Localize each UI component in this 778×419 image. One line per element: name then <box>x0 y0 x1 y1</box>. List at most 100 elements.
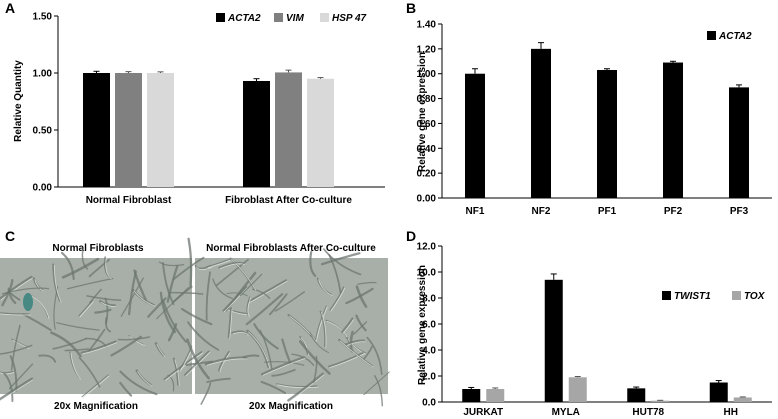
cell-highlight <box>174 359 180 387</box>
cell-shape <box>212 278 233 300</box>
cell-shape <box>50 331 82 358</box>
cell-highlight <box>82 342 118 355</box>
y-tick-label: 1.20 <box>417 44 437 55</box>
micrograph-panel: Normal Fibroblasts Normal Fibroblasts Af… <box>0 237 390 412</box>
cell-highlight <box>12 339 30 349</box>
cell-shape <box>80 340 117 354</box>
y-tick-label: 6.0 <box>422 320 436 331</box>
cell-shape <box>309 251 317 277</box>
y-tick-label: 0.60 <box>417 119 437 130</box>
cell-shape <box>215 258 249 287</box>
cell-shape <box>120 277 144 317</box>
cell-shape <box>366 336 383 376</box>
cell-shape <box>22 313 52 331</box>
cell-highlight <box>339 340 374 368</box>
cell-shape <box>206 258 231 268</box>
category-label: PF1 <box>598 206 617 217</box>
cell-shape <box>355 285 368 308</box>
cell-shape <box>52 263 61 302</box>
cell-highlight <box>247 297 252 318</box>
chart-b: 0.00 0.20 0.40 0.60 0.80 1.00 1.20 1.40 Relative… <box>417 20 772 217</box>
panel-letter-d: D <box>406 228 416 244</box>
cell-shape <box>248 279 287 303</box>
bar <box>462 389 481 402</box>
cell-shape <box>187 321 220 351</box>
bar <box>709 382 728 402</box>
y-axis-label: Relative gene expression <box>417 52 428 172</box>
cell-shape <box>218 350 230 372</box>
cell-shape <box>81 374 109 398</box>
bar <box>663 62 683 199</box>
cell-highlight <box>342 319 354 334</box>
cell-highlight <box>262 358 306 376</box>
cell-highlight <box>277 384 319 388</box>
cell-highlight <box>227 309 249 316</box>
cell-shape <box>245 293 284 326</box>
cell-highlight <box>346 341 366 346</box>
legend-label: ACTA2 <box>718 31 752 42</box>
cell-shape <box>162 299 188 343</box>
y-tick-label: 0.00 <box>33 183 53 194</box>
cell-highlight <box>329 353 365 368</box>
bar <box>465 73 485 198</box>
cell-highlight <box>318 279 333 296</box>
bar <box>486 389 505 402</box>
cell-highlight <box>206 358 248 366</box>
legend-swatch <box>662 291 671 300</box>
cell-shape <box>329 286 345 311</box>
legend-label: TOX <box>744 291 766 302</box>
micrograph-left <box>0 258 192 394</box>
micrograph-right-caption: 20x Magnification <box>249 401 333 412</box>
cell-highlight <box>289 374 325 402</box>
cell-shape <box>61 257 100 279</box>
cell-shape <box>239 273 263 297</box>
cell-shape <box>172 256 205 281</box>
cell-highlight <box>156 344 165 357</box>
cell-shape <box>0 377 34 401</box>
y-tick-label: 4.0 <box>422 346 436 357</box>
stain-spot <box>23 293 33 311</box>
cell-shape <box>271 368 296 377</box>
cell-texture-left <box>0 237 205 403</box>
cell-shape <box>253 323 279 350</box>
cell-shape <box>328 352 364 368</box>
cell-shape <box>363 371 390 396</box>
cell-highlight <box>105 257 112 279</box>
cell-highlight <box>129 336 145 346</box>
cell-highlight <box>165 352 203 381</box>
cell-shape <box>309 331 329 354</box>
bar <box>147 73 174 187</box>
cell-shape <box>56 322 100 331</box>
cell-shape <box>363 345 373 360</box>
bar <box>307 78 334 187</box>
cell-highlight <box>219 263 245 270</box>
cell-highlight <box>232 331 249 336</box>
cell-highlight <box>0 277 33 301</box>
cell-shape <box>218 261 245 269</box>
cell-shape <box>344 339 366 346</box>
y-tick-label: 1.50 <box>33 12 53 23</box>
cell-highlight <box>289 315 317 342</box>
legend-swatch <box>216 13 225 22</box>
cell-shape <box>328 254 342 294</box>
cell-shape <box>194 264 212 270</box>
cell-shape <box>158 261 185 267</box>
cell-highlight <box>249 280 288 303</box>
cell-shape <box>345 287 374 305</box>
cell-shape <box>81 246 89 270</box>
cell-shape <box>52 338 87 350</box>
cell-shape <box>222 286 248 312</box>
cell-shape <box>312 355 318 384</box>
cell-shape <box>281 338 292 365</box>
cell-shape <box>200 382 212 405</box>
cell-highlight <box>0 313 31 316</box>
cell-shape <box>246 296 251 317</box>
cell-highlight <box>330 287 345 312</box>
cell-shape <box>66 277 114 290</box>
cell-highlight <box>321 312 327 348</box>
cell-shape <box>7 287 17 305</box>
cell-highlight <box>219 352 231 373</box>
y-tick-label: 8.0 <box>422 294 436 305</box>
category-label: Fibroblast After Co-culture <box>225 195 352 206</box>
